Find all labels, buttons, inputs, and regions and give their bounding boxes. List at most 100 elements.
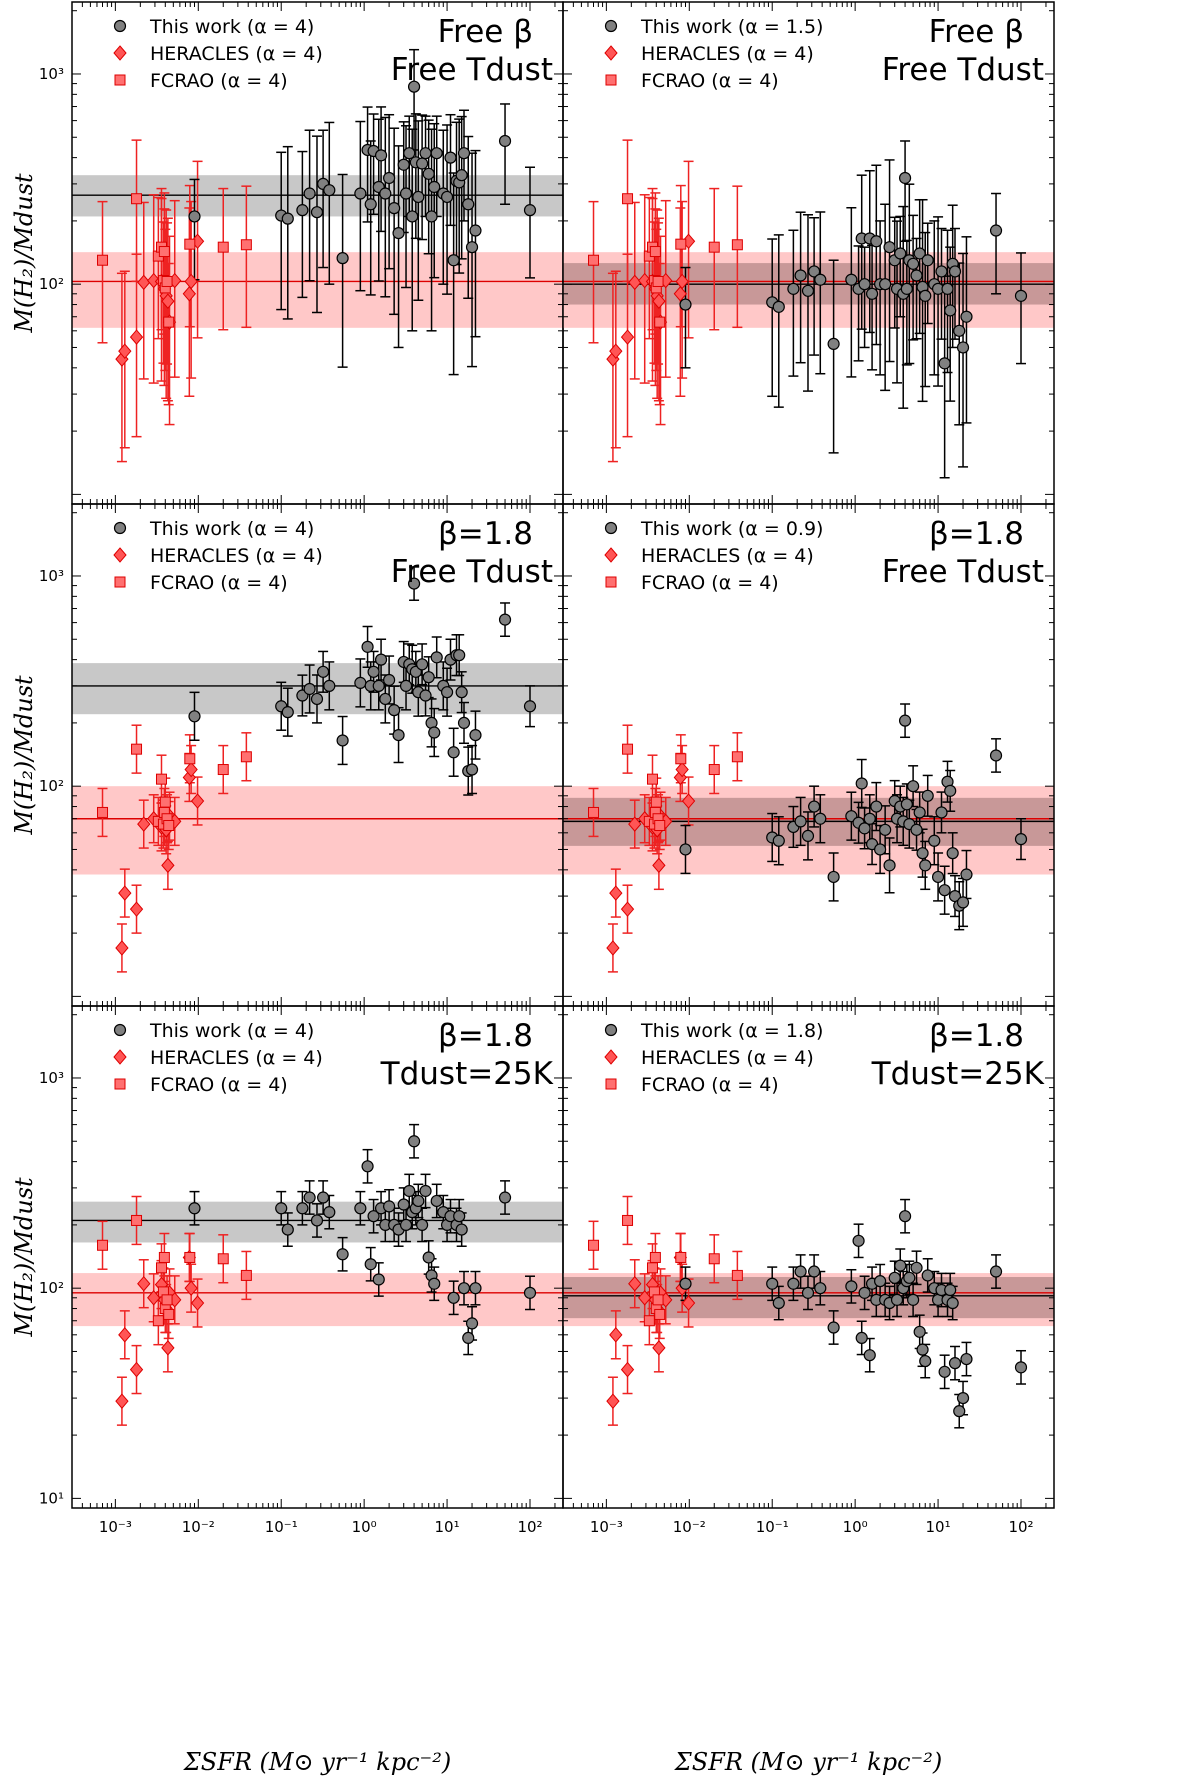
this-work-marker [1014, 833, 1028, 846]
this-work-marker [364, 198, 377, 211]
this-work-marker [766, 1277, 779, 1290]
this-work-marker [913, 806, 926, 819]
heracles-marker [673, 769, 687, 786]
this-work-marker [336, 252, 349, 265]
panels-group: 10² 10³ This work (α = 4) HERACLES (α = 4) F… [39, 1, 1055, 1536]
legend-this-work: This work (α = 4) [149, 16, 314, 38]
annotation-line-2: Free Tdust [882, 554, 1044, 590]
this-work-marker [317, 665, 330, 678]
legend-heracles: HERACLES (α = 4) [150, 545, 323, 567]
y-tick-label: 10² [39, 275, 64, 293]
annotation-line-2: Tdust=25K [871, 1056, 1045, 1092]
this-work-marker [498, 1191, 512, 1204]
this-work-marker [787, 1277, 800, 1290]
this-work-marker [894, 247, 907, 260]
this-work-marker [956, 896, 970, 909]
this-work-marker [367, 665, 380, 678]
fcrao-marker [240, 1269, 252, 1281]
legend-fcrao: FCRAO (α = 4) [150, 70, 288, 92]
this-work-marker [354, 676, 367, 689]
this-work-marker [772, 1296, 785, 1310]
fcrao-marker [652, 1294, 664, 1306]
this-work-marker [310, 206, 324, 219]
heracles-marker [118, 885, 132, 901]
legend-heracles-marker [604, 1049, 618, 1065]
this-work-marker [407, 1135, 421, 1148]
this-work-marker [465, 241, 479, 254]
this-work-marker [412, 1194, 425, 1208]
this-work-marker [498, 613, 512, 626]
heracles-marker [609, 1327, 623, 1343]
this-work-marker [953, 324, 966, 337]
panel-frame [562, 1005, 1055, 1509]
this-work-marker [430, 1194, 443, 1208]
plot-area [563, 703, 1054, 973]
this-work-marker [455, 169, 468, 182]
this-work-marker [863, 812, 876, 825]
legend-fcrao-marker [605, 576, 617, 588]
this-work-marker [827, 337, 840, 350]
x-axis-label: ΣSFR (M⊙ yr⁻¹ kpc⁻²) [674, 1748, 942, 1776]
legend: This work (α = 4) HERACLES (α = 4) FCRAO (… [113, 1020, 323, 1096]
legend-this-work-marker [113, 1023, 127, 1037]
this-work-marker [392, 226, 405, 240]
legend-heracles: HERACLES (α = 4) [641, 43, 814, 65]
this-work-marker [422, 1251, 435, 1264]
this-work-marker [808, 1265, 821, 1278]
heracles-marker [129, 901, 144, 917]
fcrao-marker [675, 1251, 687, 1263]
x-tick-label: 10⁻² [673, 1518, 706, 1536]
this-work-marker [399, 1218, 413, 1232]
fcrao-marker [131, 743, 143, 755]
this-work-marker [883, 241, 896, 254]
this-work-marker [919, 1354, 932, 1368]
this-work-marker [863, 1349, 876, 1362]
fcrao-marker [161, 1294, 173, 1306]
this-work-marker [814, 1282, 827, 1295]
heracles-marker [620, 329, 635, 345]
this-work-marker [275, 1202, 288, 1215]
legend-fcrao-marker [114, 74, 126, 86]
x-tick-label: 10² [1008, 1518, 1033, 1536]
this-work-marker [865, 287, 879, 300]
this-work-marker [938, 357, 951, 370]
this-work-marker [455, 1223, 468, 1236]
this-work-marker [188, 210, 201, 223]
fcrao-marker [155, 1262, 167, 1274]
this-work-marker [772, 834, 785, 847]
heracles-marker [161, 293, 175, 309]
this-work-marker [422, 167, 435, 180]
this-work-marker [383, 673, 396, 687]
this-work-marker [858, 822, 871, 835]
legend-heracles-marker [113, 547, 127, 563]
this-work-marker [794, 1265, 807, 1278]
this-work-marker [919, 859, 932, 872]
this-work-marker [801, 829, 815, 843]
heracles-marker [620, 1361, 635, 1378]
this-work-marker [814, 812, 827, 825]
this-work-marker [907, 780, 920, 793]
this-work-marker [430, 147, 443, 160]
this-work-marker [874, 843, 887, 856]
this-work-marker [397, 1198, 410, 1211]
this-work-marker [422, 671, 435, 684]
this-work-marker [392, 728, 405, 742]
this-work-marker [907, 257, 920, 270]
this-work-marker [794, 269, 807, 282]
this-work-marker [465, 763, 479, 776]
this-work-marker [1014, 289, 1028, 302]
this-work-marker [323, 679, 336, 692]
legend-heracles-marker [113, 1049, 127, 1065]
this-work-marker [879, 278, 892, 291]
this-work-marker [921, 254, 934, 267]
this-work-marker [907, 1293, 920, 1306]
legend-this-work: This work (α = 4) [149, 518, 314, 540]
annotation-line-1: β=1.8 [929, 1018, 1024, 1054]
fcrao-marker [155, 773, 167, 785]
heracles-marker [628, 816, 642, 832]
legend: This work (α = 1.8) HERACLES (α = 4) FCRAO… [604, 1020, 823, 1096]
y-tick-label: 10³ [39, 567, 64, 585]
heracles-marker [137, 1275, 151, 1292]
heracles-marker [184, 761, 198, 778]
fcrao-marker [163, 820, 175, 832]
